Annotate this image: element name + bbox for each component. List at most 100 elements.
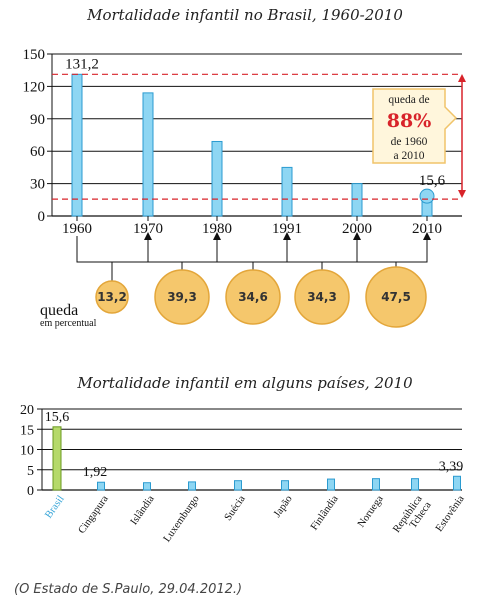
chart1-year-label: 1980 [202,221,232,237]
chart1-year-label: 2010 [412,221,442,237]
chart1-reference-lines [52,73,462,200]
chart1-marker-2010 [419,188,435,204]
chart1-value-label: 15,6 [419,173,446,189]
chart1-value-labels: 131,2 15,6 [65,56,446,189]
chart2-y-tick-label: 0 [27,484,34,499]
drop-bracket [147,236,218,263]
drop-value: 34,3 [307,290,337,304]
chart2-country-label-group: Suécia [223,493,248,523]
chart2-bar-Brasil [52,426,62,491]
countries-mortality-chart: Mortalidade infantil em alguns países, 2… [20,374,467,544]
chart1-value-label: 131,2 [65,56,99,72]
chart2-country-label: Suécia [223,493,248,523]
chart2-bar-Suécia [234,480,242,491]
chart2-country-label: Luxemburgo [162,494,202,545]
chart2-country-label-group: Noruega [356,493,386,529]
callout-box [372,88,458,164]
chart2-country-label-group: Luxemburgo [162,494,202,545]
chart2-country-label: Estovênia [434,493,467,534]
chart1-year-label: 2000 [342,221,372,237]
chart1-x-ticks: 1960 1970 1980 1991 2000 2010 [62,216,442,237]
callout-value: 88% [387,110,432,132]
chart2-country-label: Japão [272,494,295,520]
chart1-y-tick-label: 60 [30,144,45,160]
source-caption: (O Estado de S.Paulo, 29.04.2012.) [14,582,242,597]
chart2-value-label: 3,39 [439,459,464,474]
drop-sublabel: em percentual [40,318,97,329]
drop-circle [225,269,281,325]
chart2-bar-Luxemburgo [188,481,196,491]
chart2-country-label-group: Finlândia [309,493,341,532]
chart2-country-label: Cingapura [77,493,111,535]
drop-bracket-arrow [423,232,431,240]
chart2-country-label: Finlândia [309,493,341,532]
chart1-year-label: 1960 [62,221,92,237]
brazil-mortality-chart: Mortalidade infantil no Brasil, 1960-201… [23,6,466,329]
drop-bracket [216,236,288,263]
chart2-value-label: 1,92 [83,465,108,480]
chart2-y-tick-label: 5 [27,464,34,479]
chart2-country-labels: Brasil Cingapura Islândia Luxemburgo Suécia J… [43,493,467,544]
chart2-country-label-group: Estovênia [434,493,467,534]
chart2-y-ticks: 0 5 10 15 20 [20,403,34,499]
drop-circle [95,280,129,314]
drop-circle [154,269,210,325]
callout-line2: de 1960 [391,136,428,148]
chart2-country-label: Brasil [43,494,66,521]
chart2-bar-Cingapura [97,481,105,491]
chart1-y-tick-label: 0 [38,209,46,225]
chart1-bar-1980 [211,140,223,217]
chart1-y-tick-label: 30 [30,177,45,193]
chart2-y-tick-label: 10 [20,444,34,459]
drop-circle [294,269,350,325]
drop-bracket [356,236,428,263]
chart1-bar-1960 [71,73,83,217]
chart2-y-tick-label: 20 [20,403,34,418]
callout-line1: queda de [388,94,429,106]
chart2-value-label: 15,6 [45,410,70,425]
chart2-grid [37,408,462,491]
drop-value: 13,2 [97,290,127,304]
chart2-country-label-group: Brasil [43,494,66,521]
drop-circle [365,266,427,328]
chart1-bar-1991 [281,166,293,217]
reduction-callout: queda de 88% de 1960 a 2010 [372,88,458,164]
chart2-bars [52,426,461,491]
chart2-y-tick-label: 15 [20,423,34,438]
drop-value: 47,5 [381,290,411,304]
drop-arrow [458,74,466,198]
drop-bracket [286,236,358,263]
chart1-y-tick-label: 150 [23,47,46,63]
chart2-value-labels: 15,6 1,92 3,39 [45,410,464,480]
chart2-bar-Japão [281,480,289,491]
drop-bracket [76,236,149,263]
callout-line3: a 2010 [394,150,425,162]
chart1-drop-connectors: 13,2 39,3 34,6 34,3 47,5 [76,232,431,328]
chart2-bar-Noruega [372,478,380,491]
chart2-country-label: Islândia [129,493,157,527]
chart2-bar-Finlândia [327,478,335,491]
chart1-title: Mortalidade infantil no Brasil, 1960-201… [86,6,403,24]
chart2-country-label: Noruega [356,493,386,529]
chart1-year-label: 1991 [272,221,302,237]
chart2-country-label-group: Islândia [129,493,157,527]
chart2-bar-Estovênia [453,475,461,491]
chart2-country-label-group: Cingapura [77,493,111,535]
chart2-bar-Islândia [143,482,151,491]
chart1-y-tick-label: 120 [23,79,46,95]
chart1-grid [47,53,462,217]
drop-value: 34,6 [238,290,268,304]
chart2-bar-República-Tcheca [411,478,419,491]
chart1-bar-2000 [351,183,363,217]
drop-value: 39,3 [167,290,197,304]
chart1-year-label: 1970 [133,221,163,237]
chart1-bar-1970 [142,92,154,217]
drop-label: queda [40,302,78,319]
chart1-y-ticks: 0 30 60 90 120 150 [23,47,46,225]
chart1-y-tick-label: 90 [30,112,45,128]
chart2-country-label-group: Japão [272,494,295,520]
drop-legend: queda em percentual [40,302,97,329]
chart2-title: Mortalidade infantil em alguns países, 2… [76,374,413,392]
